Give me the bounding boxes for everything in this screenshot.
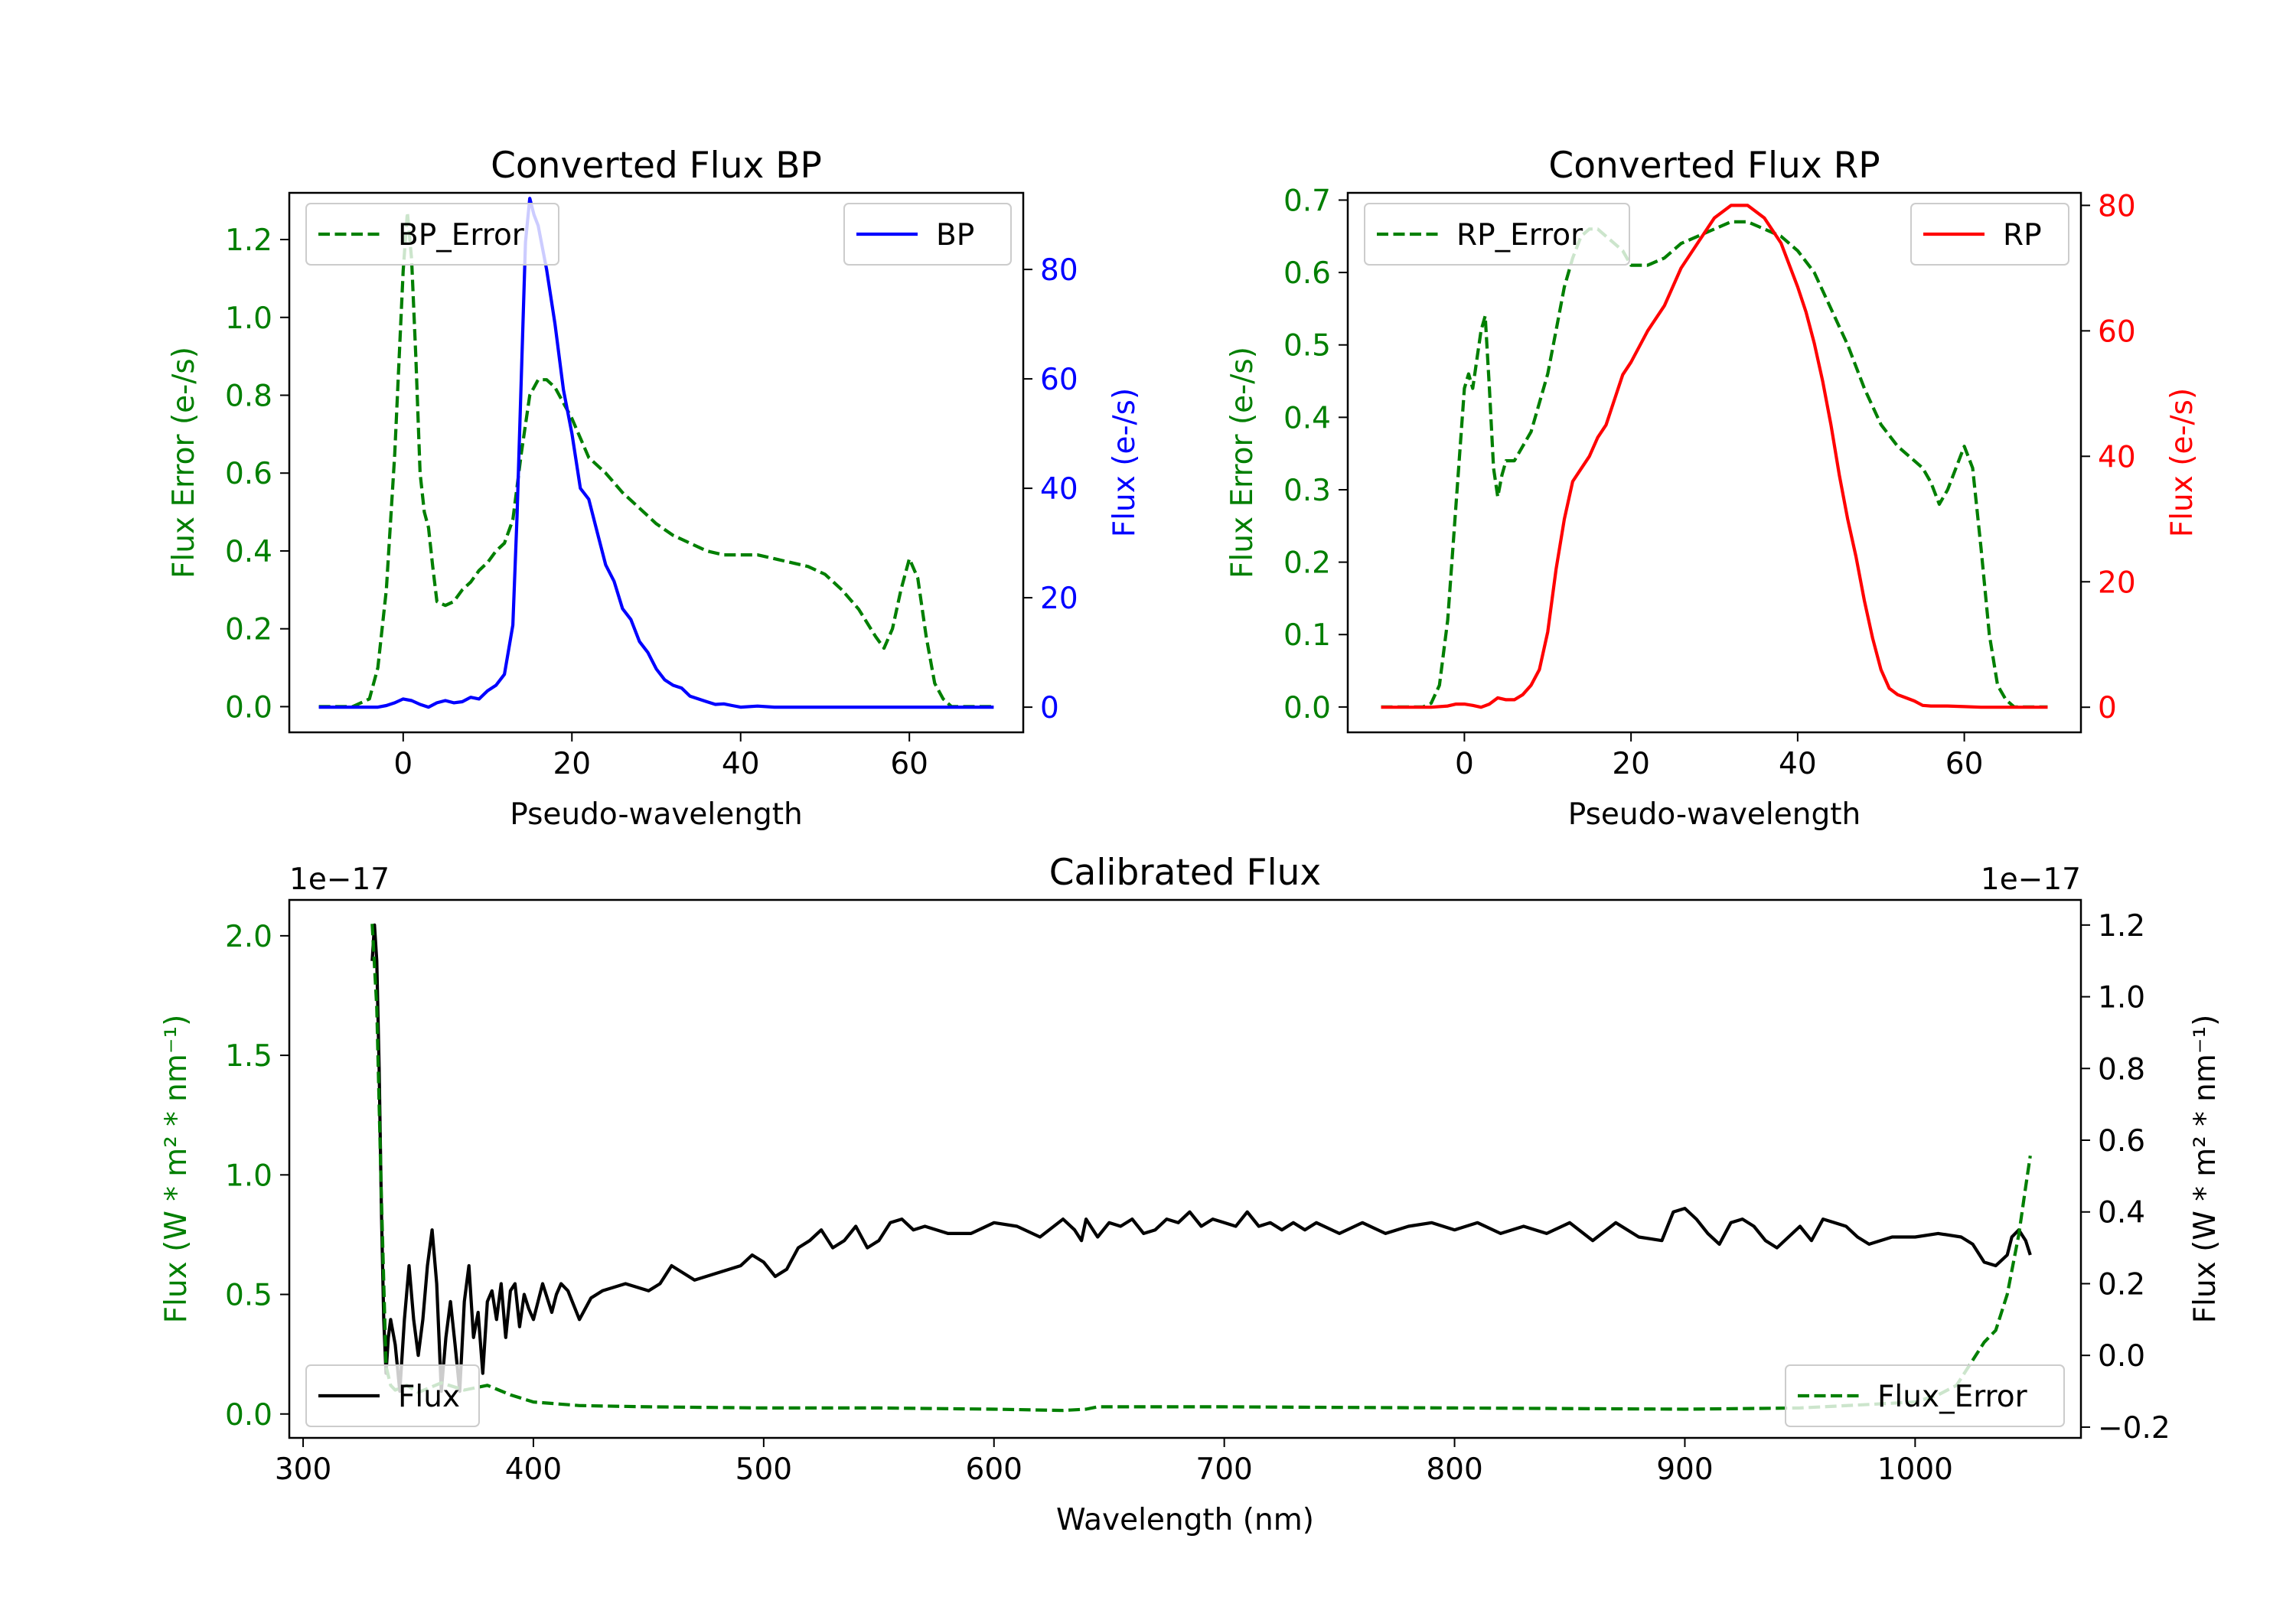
chart0-title: Converted Flux BP [491,145,822,187]
chart1-xtick-label: 40 [1779,747,1817,781]
chart1-xtick-label: 60 [1945,747,1984,781]
chart2-xtick-label: 300 [275,1452,331,1487]
chart1-ylabel-right: Flux (e-/s) [2165,388,2200,537]
chart2-ytick-right-label: 0.4 [2098,1196,2145,1231]
chart0-xtick-label: 0 [393,747,413,781]
chart2-xtick-label: 700 [1195,1452,1252,1487]
chart1-ytick-left-label: 0.7 [1283,184,1331,218]
chart0-ytick-right-label: 60 [1040,363,1078,397]
chart1-xtick-label: 0 [1455,747,1474,781]
legend-box [1785,1364,2065,1427]
chart0-ytick-right-label: 80 [1040,253,1078,288]
chart2-ytick-right-label: 1.2 [2098,909,2145,944]
chart1-legend-rp: RP [1910,203,2069,266]
chart2-ytick-left-label: 0.0 [225,1398,272,1433]
legend-box [1364,203,1630,266]
chart2-ytick-right-label: 0.8 [2098,1052,2145,1087]
chart0-ytick-left-label: 0.4 [225,535,272,569]
chart1-ylabel-left: Flux Error (e-/s) [1225,347,1260,579]
chart1-ytick-right-label: 0 [2098,691,2117,725]
chart2-ylabel-left: Flux (W * m² * nm⁻¹) [159,1015,194,1324]
chart0-series-bp-error [318,210,994,709]
chart0-ytick-right-label: 40 [1040,472,1078,507]
chart2-ylabel-right: Flux (W * m² * nm⁻¹) [2188,1015,2223,1324]
chart2-ytick-left-label: 0.5 [225,1279,272,1313]
chart1-ytick-right-label: 60 [2098,315,2136,349]
legend-box [1910,203,2069,266]
legend-label: Flux_Error [1877,1380,2028,1414]
legend-label: BP_Error [398,218,525,253]
chart0-ytick-right-label: 0 [1040,691,1059,725]
chart1-ytick-left-label: 0.0 [1283,691,1331,725]
chart2-ytick-right-label: 1.0 [2098,981,2145,1015]
legend-box [305,203,559,266]
chart0-legend-bp: BP [843,203,1012,266]
chart1-axes: 0 20 40 60 0.0 0.1 0.2 0.3 0.4 0.5 0.6 0.7 0 20 40 60 80… [1225,145,2200,832]
chart0-ytick-left-label: 1.2 [225,223,272,258]
chart2-legend-flux-error: Flux_Error [1785,1364,2065,1427]
chart1-ytick-left-label: 0.3 [1283,474,1331,508]
chart2-ytick-right-label: 0.0 [2098,1339,2145,1374]
chart1-series-rp [1381,204,2048,709]
chart0-ytick-left-label: 0.8 [225,380,272,414]
legend-box [843,203,1012,266]
chart0-ytick-right-label: 20 [1040,582,1078,616]
chart0-xtick-label: 20 [553,747,591,781]
chart1-frame [1346,191,2082,734]
legend-label: RP_Error [1456,218,1583,253]
chart2-frame [288,898,2082,1439]
chart0-ytick-left-label: 0.2 [225,613,272,647]
chart2-ytick-right-label: 0.6 [2098,1124,2145,1159]
chart1-ytick-left-label: 0.6 [1283,256,1331,291]
legend-label: RP [2003,218,2042,253]
chart1-xlabel: Pseudo-wavelength [1568,797,1861,832]
chart2-legend-flux: Flux [305,1364,480,1427]
chart0-legend-bp-error: BP_Error [305,203,559,266]
chart0-xlabel: Pseudo-wavelength [510,797,802,832]
chart1-xtick-label: 20 [1612,747,1650,781]
legend-label: Flux [398,1380,460,1414]
chart0-ylabel-right: Flux (e-/s) [1107,388,1142,537]
chart2-ytick-right-label: 0.2 [2098,1267,2145,1302]
chart2-series-flux-error [370,924,2032,1413]
legend-label: BP [936,218,974,253]
chart1-ytick-left-label: 0.1 [1283,618,1331,653]
chart0-ytick-left-label: 0.0 [225,690,272,725]
chart1-ytick-left-label: 0.5 [1283,329,1331,363]
chart2-xtick-label: 800 [1426,1452,1482,1487]
chart0-ylabel-left: Flux Error (e-/s) [167,347,201,579]
chart0-series-bp [318,197,994,709]
chart2-ytick-left-label: 1.0 [225,1159,272,1193]
chart0-xtick-label: 60 [890,747,928,781]
chart0-frame [288,191,1025,734]
chart0-xtick-label: 40 [722,747,760,781]
chart1-legend-rp-error: RP_Error [1364,203,1630,266]
chart2-xtick-label: 600 [966,1452,1022,1487]
legend-box [305,1364,480,1427]
chart1-ytick-left-label: 0.2 [1283,546,1331,581]
chart2-ytick-right-label: −0.2 [2098,1411,2170,1446]
chart0-ytick-left-label: 1.0 [225,302,272,336]
chart1-ytick-left-label: 0.4 [1283,401,1331,435]
chart2-xtick-label: 900 [1656,1452,1713,1487]
chart2-offset-left: 1e−17 [289,862,390,897]
chart2-ytick-left-label: 1.5 [225,1039,272,1074]
chart1-ytick-right-label: 20 [2098,566,2136,600]
chart2-ytick-left-label: 2.0 [225,920,272,954]
chart2-title: Calibrated Flux [1049,852,1322,894]
chart2-series-flux [370,923,2032,1393]
chart1-title: Converted Flux RP [1548,145,1880,187]
chart2-axes: 300 400 500 600 700 800 900 1000 0.0 0.5 1.0 1.5 2.0… [159,852,2223,1537]
chart2-xlabel: Wavelength (nm) [1056,1503,1314,1537]
chart1-ytick-right-label: 80 [2098,189,2136,223]
chart2-xtick-label: 500 [735,1452,792,1487]
chart1-ytick-right-label: 40 [2098,440,2136,474]
chart2-offset-right: 1e−17 [1981,862,2081,897]
chart1-series-rp-error [1381,220,2048,709]
chart0-ytick-left-label: 0.6 [225,457,272,491]
chart0-axes: 0 20 40 60 0.0 0.2 0.4 0.6 0.8 1.0 1.2 0 20 40 60 80 Con… [167,145,1142,832]
chart2-xtick-label: 400 [505,1452,562,1487]
chart2-xtick-label: 1000 [1877,1452,1953,1487]
